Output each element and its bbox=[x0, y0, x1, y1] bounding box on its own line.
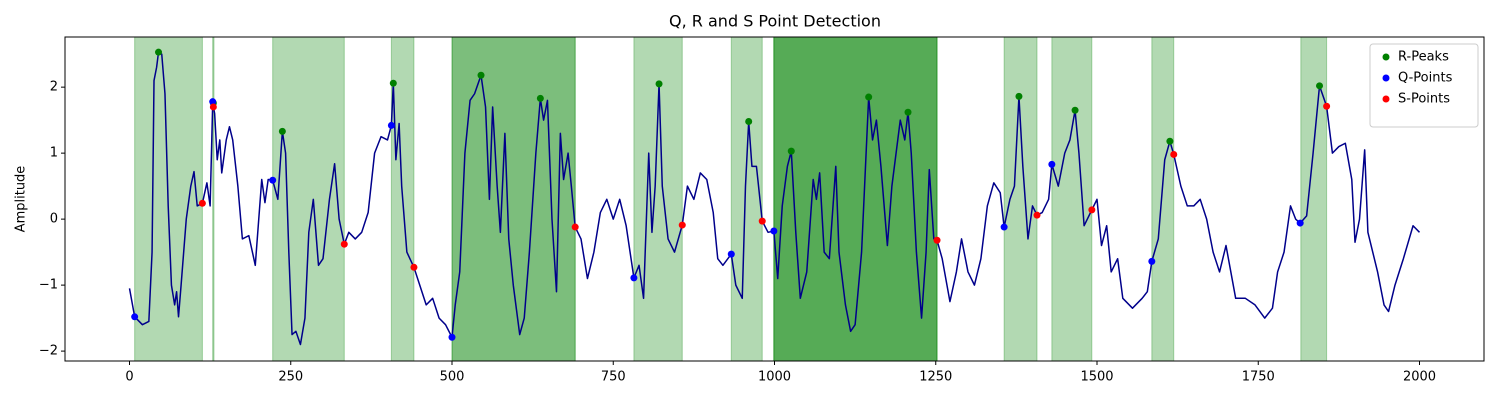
legend-box bbox=[1369, 43, 1479, 128]
point-marker bbox=[477, 71, 485, 79]
point-marker bbox=[727, 250, 735, 258]
point-marker bbox=[269, 176, 277, 184]
point-marker bbox=[340, 240, 348, 248]
legend-marker bbox=[1382, 74, 1390, 82]
point-marker bbox=[209, 98, 217, 106]
point-marker bbox=[630, 274, 638, 282]
point-marker bbox=[933, 236, 941, 244]
point-marker bbox=[571, 223, 579, 231]
x-tick-label: 1000 bbox=[758, 370, 791, 385]
x-tick-label: 1250 bbox=[919, 370, 952, 385]
legend-marker bbox=[1382, 53, 1390, 61]
point-marker bbox=[278, 127, 286, 135]
legend-label: S-Points bbox=[1398, 92, 1450, 107]
point-marker bbox=[209, 103, 217, 111]
point-marker bbox=[198, 199, 206, 207]
point-marker bbox=[655, 80, 663, 88]
point-marker bbox=[1048, 160, 1056, 168]
point-marker bbox=[389, 79, 397, 87]
highlight-span bbox=[1300, 37, 1328, 361]
highlight-span bbox=[1003, 37, 1038, 361]
highlight-span bbox=[773, 37, 938, 361]
y-tick-label: 0 bbox=[50, 212, 58, 227]
point-marker bbox=[1166, 137, 1174, 145]
x-tick-label: 500 bbox=[440, 370, 465, 385]
point-marker bbox=[155, 48, 163, 56]
highlight-span bbox=[1151, 37, 1175, 361]
y-tick-label: −2 bbox=[39, 344, 58, 359]
highlight-span bbox=[451, 37, 576, 361]
x-tick-label: 250 bbox=[278, 370, 303, 385]
x-tick-label: 1500 bbox=[1080, 370, 1113, 385]
x-tick-label: 2000 bbox=[1403, 370, 1436, 385]
y-tick-label: −1 bbox=[39, 278, 58, 293]
point-marker bbox=[410, 263, 418, 271]
point-marker bbox=[448, 333, 456, 341]
point-marker bbox=[1015, 92, 1023, 100]
y-tick-label: 1 bbox=[50, 146, 58, 161]
legend-marker bbox=[1382, 95, 1390, 103]
highlight-span bbox=[1051, 37, 1093, 361]
point-marker bbox=[1071, 106, 1079, 114]
point-marker bbox=[1323, 102, 1331, 110]
point-marker bbox=[678, 221, 686, 229]
point-marker bbox=[131, 313, 139, 321]
point-marker bbox=[904, 108, 912, 116]
highlight-span bbox=[773, 37, 938, 361]
point-marker bbox=[745, 117, 753, 125]
chart-title: Q, R and S Point Detection bbox=[669, 12, 881, 31]
point-marker bbox=[787, 147, 795, 155]
signal-line bbox=[128, 51, 1421, 346]
point-marker bbox=[865, 93, 873, 101]
point-marker bbox=[1148, 257, 1156, 265]
point-marker bbox=[1316, 82, 1324, 90]
highlight-span bbox=[272, 37, 345, 361]
legend-label: Q-Points bbox=[1398, 71, 1453, 86]
x-tick-label: 1750 bbox=[1242, 370, 1275, 385]
legend-label: R-Peaks bbox=[1398, 50, 1449, 65]
highlight-span bbox=[730, 37, 763, 361]
point-marker bbox=[1033, 211, 1041, 219]
point-marker bbox=[1000, 223, 1008, 231]
y-axis-label: Amplitude bbox=[14, 166, 29, 233]
highlight-span bbox=[212, 37, 215, 361]
point-marker bbox=[758, 217, 766, 225]
highlight-span bbox=[773, 37, 938, 361]
point-marker bbox=[1170, 150, 1178, 158]
point-marker bbox=[387, 121, 395, 129]
point-marker bbox=[536, 94, 544, 102]
point-marker bbox=[1088, 206, 1096, 214]
x-tick-label: 0 bbox=[125, 370, 133, 385]
point-marker bbox=[1296, 219, 1304, 227]
y-tick-label: 2 bbox=[50, 80, 58, 95]
highlight-span bbox=[451, 37, 576, 361]
x-tick-label: 750 bbox=[601, 370, 626, 385]
point-marker bbox=[770, 227, 778, 235]
